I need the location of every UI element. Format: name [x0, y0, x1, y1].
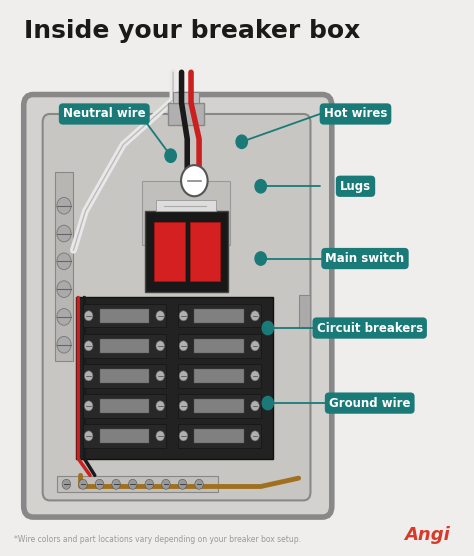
Circle shape [156, 431, 164, 441]
Circle shape [195, 479, 203, 489]
Circle shape [112, 479, 120, 489]
Circle shape [179, 341, 188, 351]
Circle shape [251, 431, 259, 441]
Bar [55, 172, 73, 361]
Circle shape [165, 149, 176, 162]
Circle shape [162, 479, 170, 489]
Text: Circuit breakers: Circuit breakers [317, 321, 423, 335]
Text: *Wire colors and part locations vary depending on your breaker box setup.: *Wire colors and part locations vary dep… [14, 535, 301, 544]
Circle shape [62, 479, 71, 489]
Circle shape [95, 479, 104, 489]
Bar [76, 297, 273, 459]
Text: Inside your breaker box: Inside your breaker box [24, 19, 360, 43]
Circle shape [156, 341, 164, 351]
Circle shape [84, 311, 93, 321]
Bar [83, 334, 166, 358]
Bar [173, 92, 199, 103]
Bar [178, 364, 261, 388]
Bar [100, 369, 149, 383]
Bar [83, 394, 166, 418]
Bar [142, 181, 230, 245]
Text: Ground wire: Ground wire [329, 396, 410, 410]
Bar [83, 364, 166, 388]
Circle shape [251, 341, 259, 351]
Circle shape [251, 401, 259, 411]
Circle shape [262, 321, 273, 335]
Bar [156, 200, 216, 211]
Circle shape [128, 479, 137, 489]
Circle shape [178, 479, 187, 489]
Circle shape [181, 165, 208, 196]
Bar [194, 399, 244, 413]
Bar [100, 339, 149, 353]
Circle shape [57, 225, 71, 242]
Circle shape [251, 311, 259, 321]
Circle shape [156, 311, 164, 321]
Circle shape [84, 371, 93, 381]
Circle shape [57, 336, 71, 353]
Circle shape [255, 180, 266, 193]
Bar [178, 424, 261, 448]
Bar [194, 339, 244, 353]
Bar [178, 304, 261, 327]
Circle shape [145, 479, 154, 489]
Circle shape [236, 135, 247, 148]
Circle shape [79, 479, 87, 489]
Bar [83, 424, 166, 448]
Text: Lugs: Lugs [340, 180, 371, 193]
Text: Hot wires: Hot wires [324, 107, 387, 121]
Bar [83, 304, 166, 327]
Circle shape [84, 431, 93, 441]
Bar [100, 309, 149, 323]
Bar [299, 295, 310, 328]
Circle shape [57, 309, 71, 325]
Bar [194, 429, 244, 443]
Bar [190, 222, 220, 281]
Circle shape [262, 396, 273, 410]
Text: Angi: Angi [404, 526, 450, 544]
Text: Main switch: Main switch [326, 252, 404, 265]
Circle shape [57, 253, 71, 270]
Bar [100, 399, 149, 413]
FancyBboxPatch shape [43, 114, 310, 500]
Circle shape [156, 371, 164, 381]
Bar [178, 334, 261, 358]
Circle shape [251, 371, 259, 381]
Circle shape [156, 401, 164, 411]
Bar [154, 222, 185, 281]
Bar [178, 394, 261, 418]
Bar [194, 369, 244, 383]
Circle shape [179, 311, 188, 321]
Text: Neutral wire: Neutral wire [63, 107, 146, 121]
Bar [57, 476, 218, 492]
Circle shape [84, 401, 93, 411]
FancyBboxPatch shape [24, 95, 332, 517]
Circle shape [179, 371, 188, 381]
Circle shape [179, 401, 188, 411]
Bar [145, 211, 228, 292]
Circle shape [84, 341, 93, 351]
Bar [194, 309, 244, 323]
Bar [168, 103, 204, 125]
Circle shape [57, 281, 71, 297]
Circle shape [255, 252, 266, 265]
Circle shape [57, 197, 71, 214]
Circle shape [179, 431, 188, 441]
Bar [100, 429, 149, 443]
